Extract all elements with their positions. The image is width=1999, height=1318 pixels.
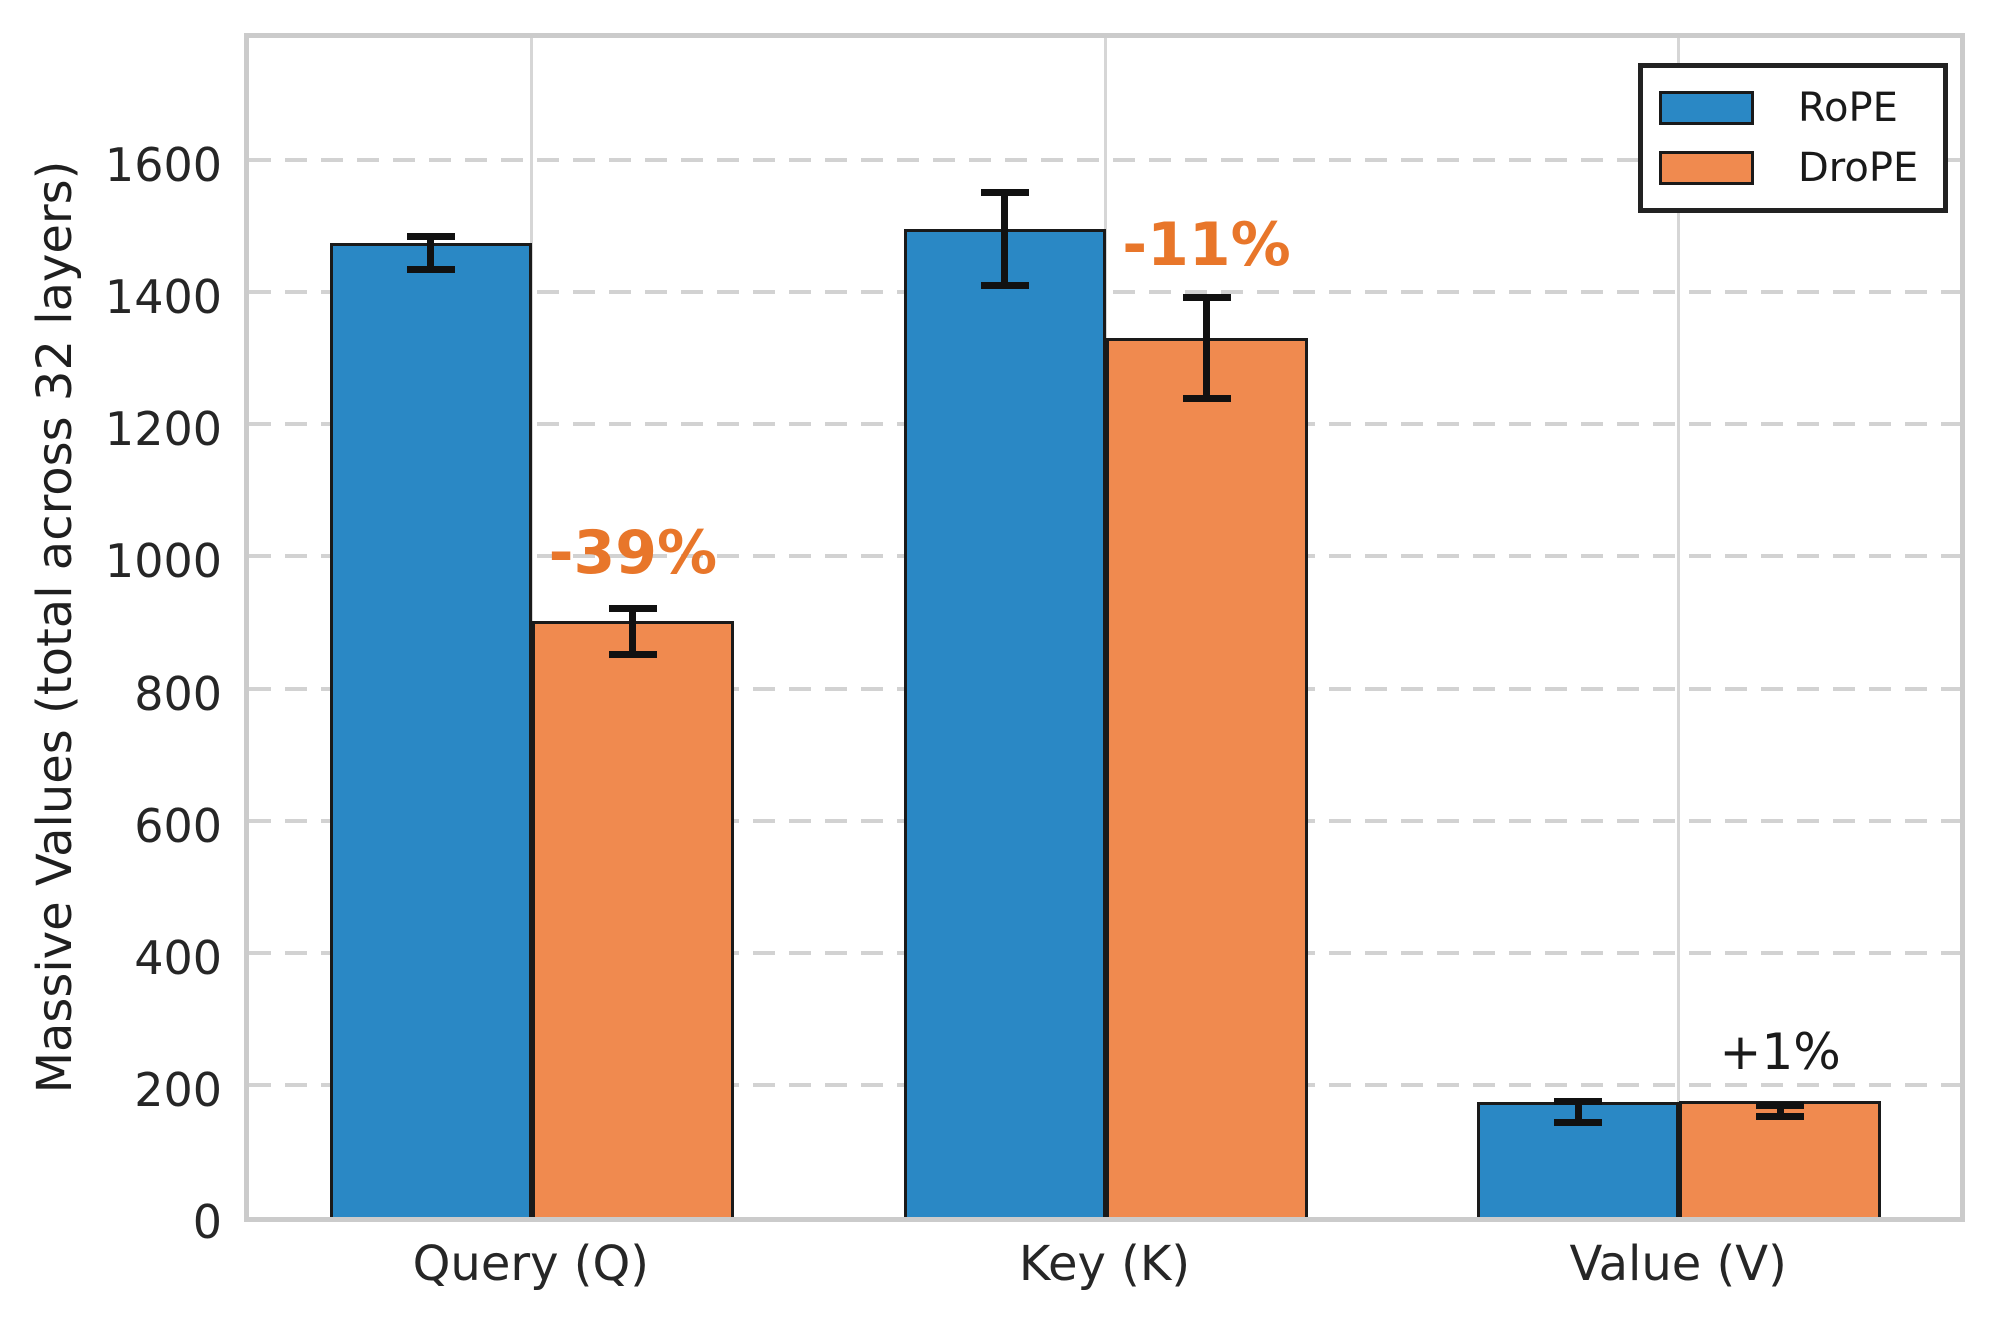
error-bar-cap [1182, 394, 1231, 402]
y-tick-label: 1000 [104, 534, 222, 589]
error-bar [1001, 192, 1008, 286]
legend-label: RoPE [1798, 85, 1898, 131]
error-bar-cap [1182, 294, 1231, 302]
error-bar-cap [406, 265, 455, 273]
error-bar-cap [980, 189, 1029, 197]
error-bar [1203, 297, 1210, 398]
bar-drope-2 [1105, 337, 1308, 1217]
legend-item: DroPE [1659, 148, 1943, 188]
error-bar-cap [1554, 1097, 1603, 1105]
bar-rope-1 [329, 242, 532, 1217]
legend-item: RoPE [1659, 88, 1943, 128]
x-tick-label: Query (Q) [412, 1236, 650, 1292]
y-tick-label: 200 [134, 1062, 222, 1117]
annotation: +1% [1719, 1022, 1841, 1081]
bar-drope-1 [531, 621, 734, 1217]
legend-label: DroPE [1798, 145, 1919, 191]
error-bar [427, 236, 435, 270]
y-tick-label: 800 [134, 666, 222, 721]
error-bar-cap [608, 604, 657, 612]
x-tick-label: Value (V) [1569, 1236, 1787, 1292]
error-bar [1574, 1101, 1582, 1123]
bar-drope-3 [1679, 1100, 1882, 1217]
y-tick-label: 1400 [104, 270, 222, 325]
annotation: -39% [548, 518, 718, 589]
y-tick-label: 400 [134, 930, 222, 985]
y-tick-label: 1200 [104, 402, 222, 457]
x-tick-label: Key (K) [1018, 1236, 1191, 1292]
legend-swatch-drope [1659, 151, 1754, 185]
legend: RoPE DroPE [1638, 63, 1948, 213]
error-bar [629, 608, 637, 655]
gridline-vertical [1677, 38, 1681, 1217]
y-tick-label: 1600 [104, 138, 222, 193]
y-tick-label: 600 [134, 798, 222, 853]
error-bar-cap [608, 650, 657, 658]
error-bar-cap [980, 281, 1029, 289]
error-bar-cap [1756, 1101, 1805, 1109]
annotation: -11% [1122, 209, 1291, 280]
error-bar [1776, 1105, 1784, 1117]
error-bar-cap [1554, 1119, 1603, 1127]
error-bar-cap [406, 232, 455, 240]
legend-swatch-rope [1659, 91, 1754, 125]
bar-rope-2 [903, 228, 1106, 1217]
error-bar-cap [1756, 1112, 1805, 1120]
plot-area: -39% -11% +1% RoPE DroPE [244, 33, 1965, 1222]
y-tick-label: 0 [192, 1195, 222, 1249]
